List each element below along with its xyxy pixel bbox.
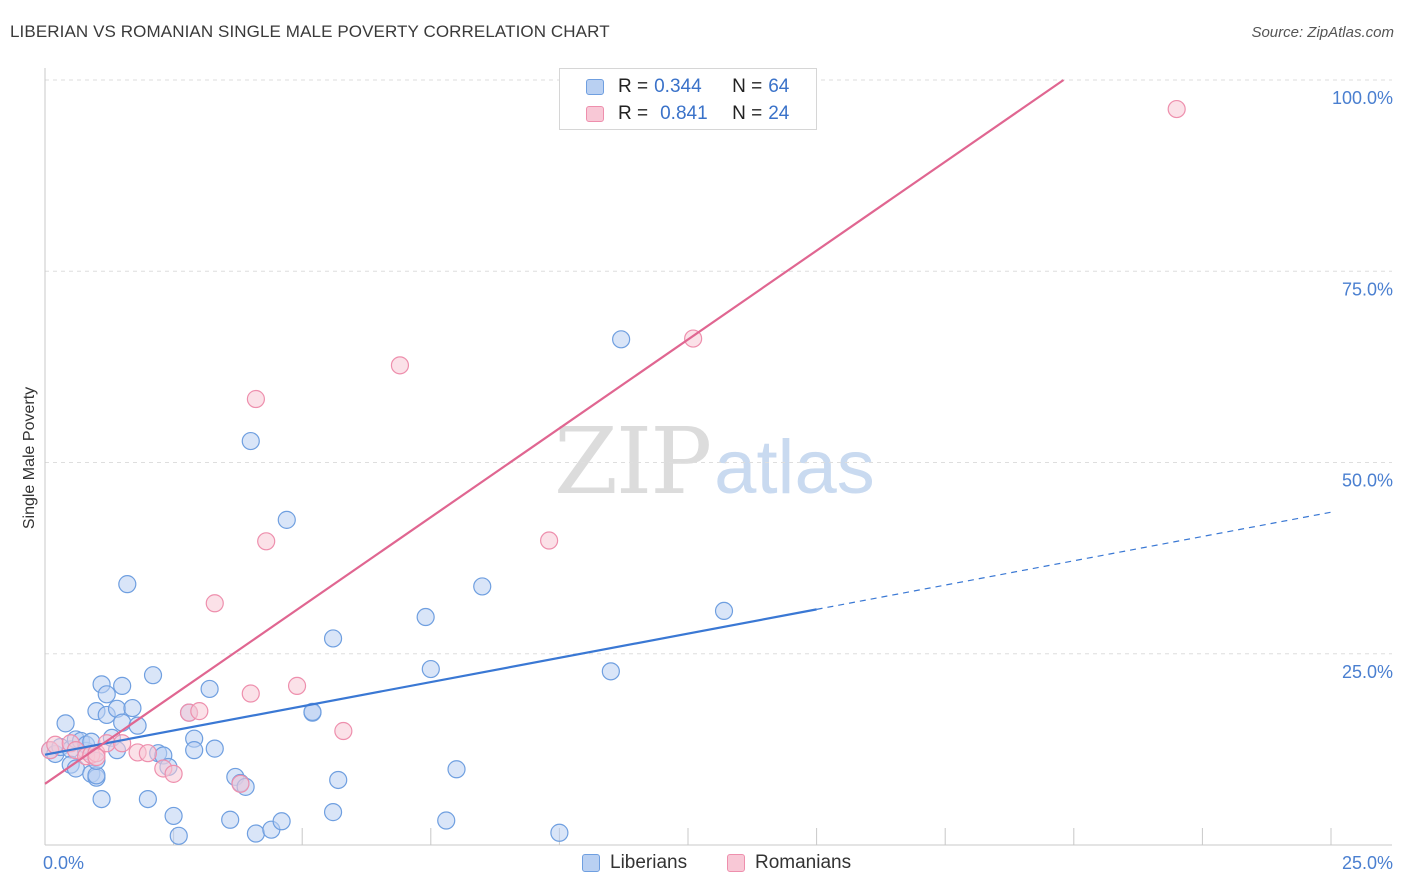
point-liberians [323,629,343,648]
point-liberians [205,739,224,758]
point-liberians [323,803,343,822]
point-romanians [205,594,224,613]
point-liberians [550,823,569,842]
point-romanians [257,532,276,551]
y-tick-label: 100.0% [1332,88,1393,108]
trend-line-liberians-extension [816,511,1332,610]
legend-r-label: R = [618,103,649,124]
point-liberians [200,679,219,699]
series-legend-liberians: Liberians [582,852,687,874]
series-legend-romanians: Romanians [727,852,851,874]
series-legend-label: Romanians [755,852,852,873]
point-liberians [329,770,348,790]
point-liberians [169,826,188,845]
legend-swatch-romanians [586,106,604,122]
correlation-legend: R = 0.344 N = 64 R = 0.841 N = 24 [559,68,817,130]
y-tick-label: 75.0% [1342,279,1393,299]
chart-title: LIBERIAN VS ROMANIAN SINGLE MALE POVERTY… [10,22,610,41]
legend-row-romanians: R = 0.841 N = 24 [586,103,789,125]
point-romanians [1167,99,1186,119]
trend-line-liberians [44,608,817,756]
series-legend: Liberians Romanians [0,852,1406,876]
watermark: ZIPatlas [554,408,875,515]
point-liberians [92,789,111,809]
trend-line-romanians [44,79,1065,785]
legend-n-value: 24 [768,103,790,124]
grid-lines [45,79,1392,655]
point-romanians [287,676,307,695]
point-liberians [416,607,435,627]
point-liberians [164,806,183,826]
source-label: Source: ZipAtlas.com [1251,24,1394,41]
point-liberians [97,685,116,704]
point-liberians [601,662,620,681]
series-swatch-romanians [727,854,745,872]
tick-labels: 25.0% 50.0% 75.0% 100.0% 0.0% 25.0% [43,88,1393,873]
point-romanians [190,702,209,721]
watermark-atlas: atlas [714,425,875,510]
point-romanians [138,744,157,763]
legend-swatch-liberians [586,79,604,95]
watermark-zip: ZIP [554,408,712,515]
point-liberians [143,666,163,685]
point-liberians [185,741,204,760]
trend-lines [44,79,1332,785]
x-tick-label: 0.0% [43,853,84,873]
point-liberians [272,812,291,831]
point-liberians [277,510,296,529]
y-tick-label: 25.0% [1342,662,1393,682]
point-liberians [612,330,631,349]
legend-r-label: R = [618,76,649,97]
point-liberians [123,698,142,718]
point-liberians [437,811,456,830]
point-liberians [241,431,260,451]
point-romanians [390,356,410,375]
point-liberians [473,577,492,596]
data-points [41,99,1186,845]
point-liberians [714,601,734,621]
point-romanians [540,531,559,550]
point-liberians [246,824,266,843]
legend-n-label: N = [732,103,763,124]
x-tick-label: 25.0% [1342,853,1393,873]
point-liberians [447,760,466,779]
series-legend-label: Liberians [610,852,688,873]
legend-n-label: N = [732,76,763,97]
point-romanians [334,721,353,741]
point-liberians [113,676,132,695]
y-tick-label: 50.0% [1342,471,1393,491]
point-romanians [231,774,250,793]
point-romanians [164,764,183,783]
point-romanians [241,684,260,703]
point-liberians [138,789,157,809]
point-liberians [113,713,132,732]
point-romanians [113,734,132,753]
point-liberians [56,714,75,733]
point-liberians [118,575,137,594]
point-liberians [421,659,440,679]
point-romanians [246,389,266,409]
axes [44,68,1392,846]
point-liberians [221,810,240,829]
legend-r-value: 0.841 [660,103,708,124]
legend-r-value: 0.344 [654,76,702,97]
series-swatch-liberians [582,854,600,872]
legend-row-liberians: R = 0.344 N = 64 [586,76,789,98]
legend-n-value: 64 [768,76,790,97]
